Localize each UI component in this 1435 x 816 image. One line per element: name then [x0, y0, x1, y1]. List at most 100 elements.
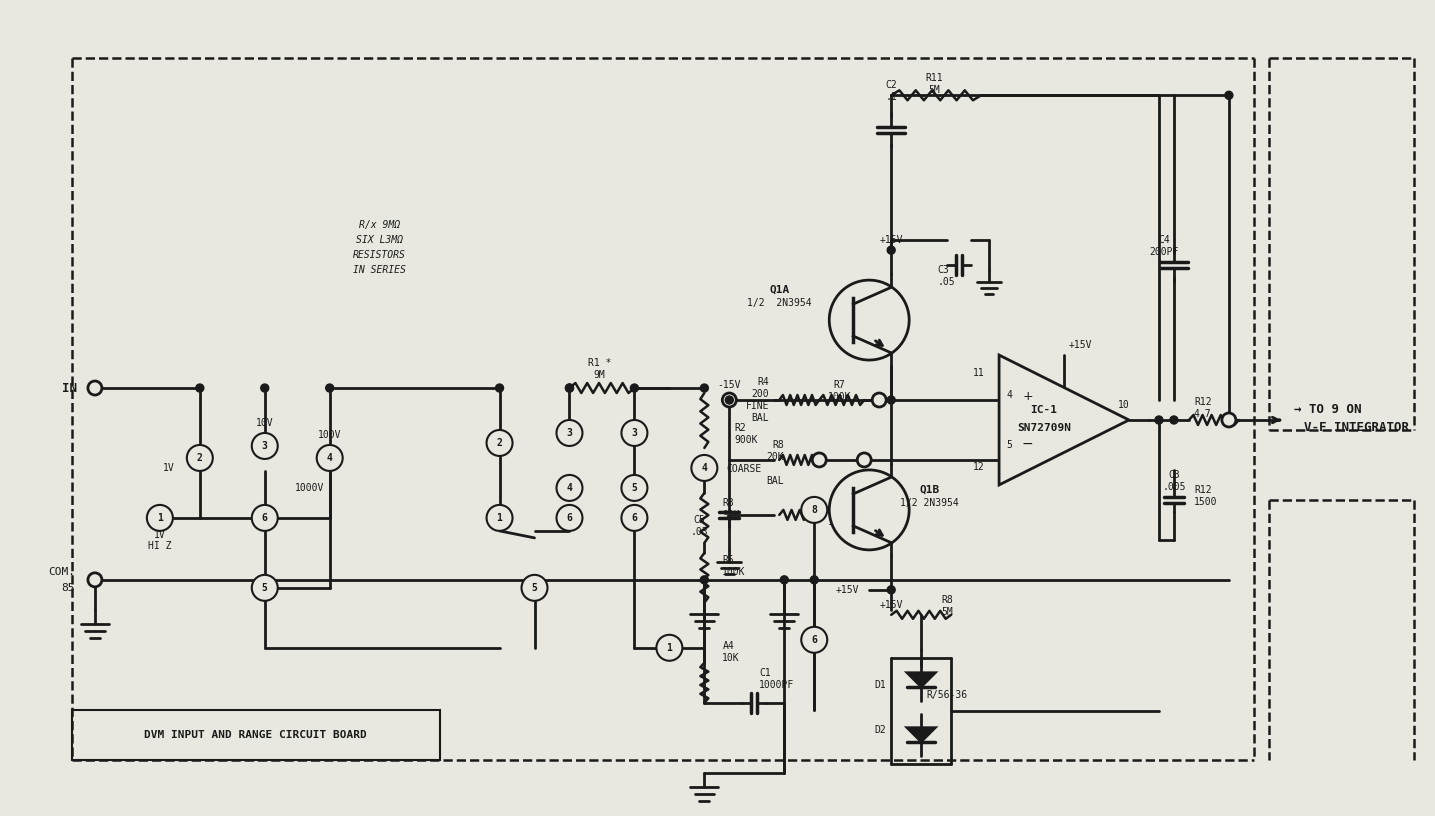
Circle shape [187, 445, 212, 471]
Text: 100V: 100V [319, 430, 342, 440]
Circle shape [829, 280, 910, 360]
Text: IN: IN [62, 382, 77, 394]
Text: 1V: 1V [164, 463, 175, 473]
Circle shape [801, 627, 827, 653]
Text: SN72709N: SN72709N [1017, 423, 1071, 433]
Text: R1 *: R1 * [588, 358, 611, 368]
Text: 3: 3 [631, 428, 637, 438]
Circle shape [812, 453, 827, 467]
Text: R9: R9 [834, 505, 845, 515]
Text: 5: 5 [261, 583, 268, 593]
Text: 10V: 10V [255, 418, 274, 428]
Text: RESISTORS: RESISTORS [353, 251, 406, 260]
Text: 4: 4 [567, 483, 573, 493]
Text: D2: D2 [874, 725, 887, 734]
Circle shape [656, 635, 683, 661]
Text: .005: .005 [1162, 482, 1185, 492]
Circle shape [829, 470, 910, 550]
Text: 5: 5 [1006, 440, 1012, 450]
Circle shape [495, 384, 504, 392]
Text: 10K: 10K [722, 653, 740, 663]
Text: 6: 6 [811, 635, 817, 645]
Text: .03: .03 [690, 527, 707, 537]
Circle shape [557, 420, 583, 446]
Text: 1000V: 1000V [296, 483, 324, 493]
Text: 200: 200 [752, 389, 769, 399]
Text: R12: R12 [1194, 397, 1211, 407]
Circle shape [1170, 416, 1178, 424]
Text: 4: 4 [327, 453, 333, 463]
Text: 100K: 100K [828, 392, 851, 402]
Text: 10: 10 [1118, 400, 1129, 410]
Circle shape [146, 505, 172, 531]
Text: R/x 9MΩ: R/x 9MΩ [359, 220, 400, 230]
Text: A4: A4 [722, 641, 735, 651]
Text: 4.7: 4.7 [1194, 409, 1211, 419]
Text: COM.: COM. [47, 567, 75, 577]
Text: R8: R8 [941, 595, 953, 605]
Circle shape [621, 420, 647, 446]
Text: DVM INPUT AND RANGE CIRCUIT BOARD: DVM INPUT AND RANGE CIRCUIT BOARD [145, 730, 367, 739]
Text: 4: 4 [702, 463, 707, 473]
Circle shape [88, 381, 102, 395]
Text: 8: 8 [811, 505, 817, 515]
Text: 6: 6 [261, 513, 268, 523]
Text: +15V: +15V [1069, 340, 1092, 350]
Circle shape [251, 574, 278, 601]
Circle shape [557, 475, 583, 501]
Text: Q1A: Q1A [769, 285, 789, 295]
Text: +15V: +15V [835, 585, 860, 595]
Circle shape [872, 393, 887, 407]
Polygon shape [907, 728, 936, 742]
Text: FINE: FINE [746, 401, 769, 411]
Text: 5M: 5M [941, 607, 953, 617]
Text: SIX L3MΩ: SIX L3MΩ [356, 235, 403, 245]
Text: C3: C3 [937, 265, 949, 275]
Circle shape [887, 586, 895, 594]
Circle shape [557, 505, 583, 531]
Text: 2: 2 [497, 438, 502, 448]
Text: 9M: 9M [594, 370, 606, 380]
Text: 1500: 1500 [1194, 497, 1217, 507]
Text: 4: 4 [1006, 390, 1012, 400]
Text: R4: R4 [758, 377, 769, 387]
Text: R5: R5 [722, 555, 735, 565]
Text: +: + [1022, 390, 1033, 403]
Text: 12: 12 [973, 462, 984, 472]
Circle shape [621, 475, 647, 501]
Text: R3: R3 [722, 498, 735, 508]
Text: 1: 1 [666, 643, 673, 653]
Circle shape [801, 497, 827, 523]
Text: R12: R12 [1194, 485, 1211, 495]
Text: 1/2  2N3954: 1/2 2N3954 [748, 298, 812, 308]
Text: 3: 3 [567, 428, 573, 438]
Text: −: − [1022, 437, 1033, 450]
Circle shape [486, 505, 512, 531]
Text: +15V: +15V [880, 235, 903, 245]
Text: BAL: BAL [766, 476, 785, 486]
Text: R2: R2 [735, 423, 746, 433]
Text: C2: C2 [885, 80, 897, 91]
Text: .05: .05 [937, 277, 954, 287]
Text: 5: 5 [531, 583, 538, 593]
Text: 11: 11 [973, 368, 984, 378]
Text: -15V: -15V [718, 380, 740, 390]
Text: 90K: 90K [722, 510, 740, 520]
Circle shape [887, 396, 895, 404]
Text: C1: C1 [759, 667, 771, 678]
Circle shape [630, 384, 639, 392]
Circle shape [261, 384, 268, 392]
Text: R11: R11 [926, 73, 943, 83]
Circle shape [1221, 413, 1236, 427]
Text: 900K: 900K [735, 435, 758, 445]
Circle shape [887, 246, 895, 254]
Text: 1/2 2N3954: 1/2 2N3954 [900, 498, 959, 508]
Circle shape [857, 453, 871, 467]
Text: R7: R7 [834, 380, 845, 390]
Circle shape [700, 576, 709, 583]
Circle shape [1155, 416, 1162, 424]
Text: 6: 6 [631, 513, 637, 523]
Circle shape [722, 393, 736, 407]
Circle shape [692, 455, 718, 481]
Circle shape [725, 396, 733, 404]
